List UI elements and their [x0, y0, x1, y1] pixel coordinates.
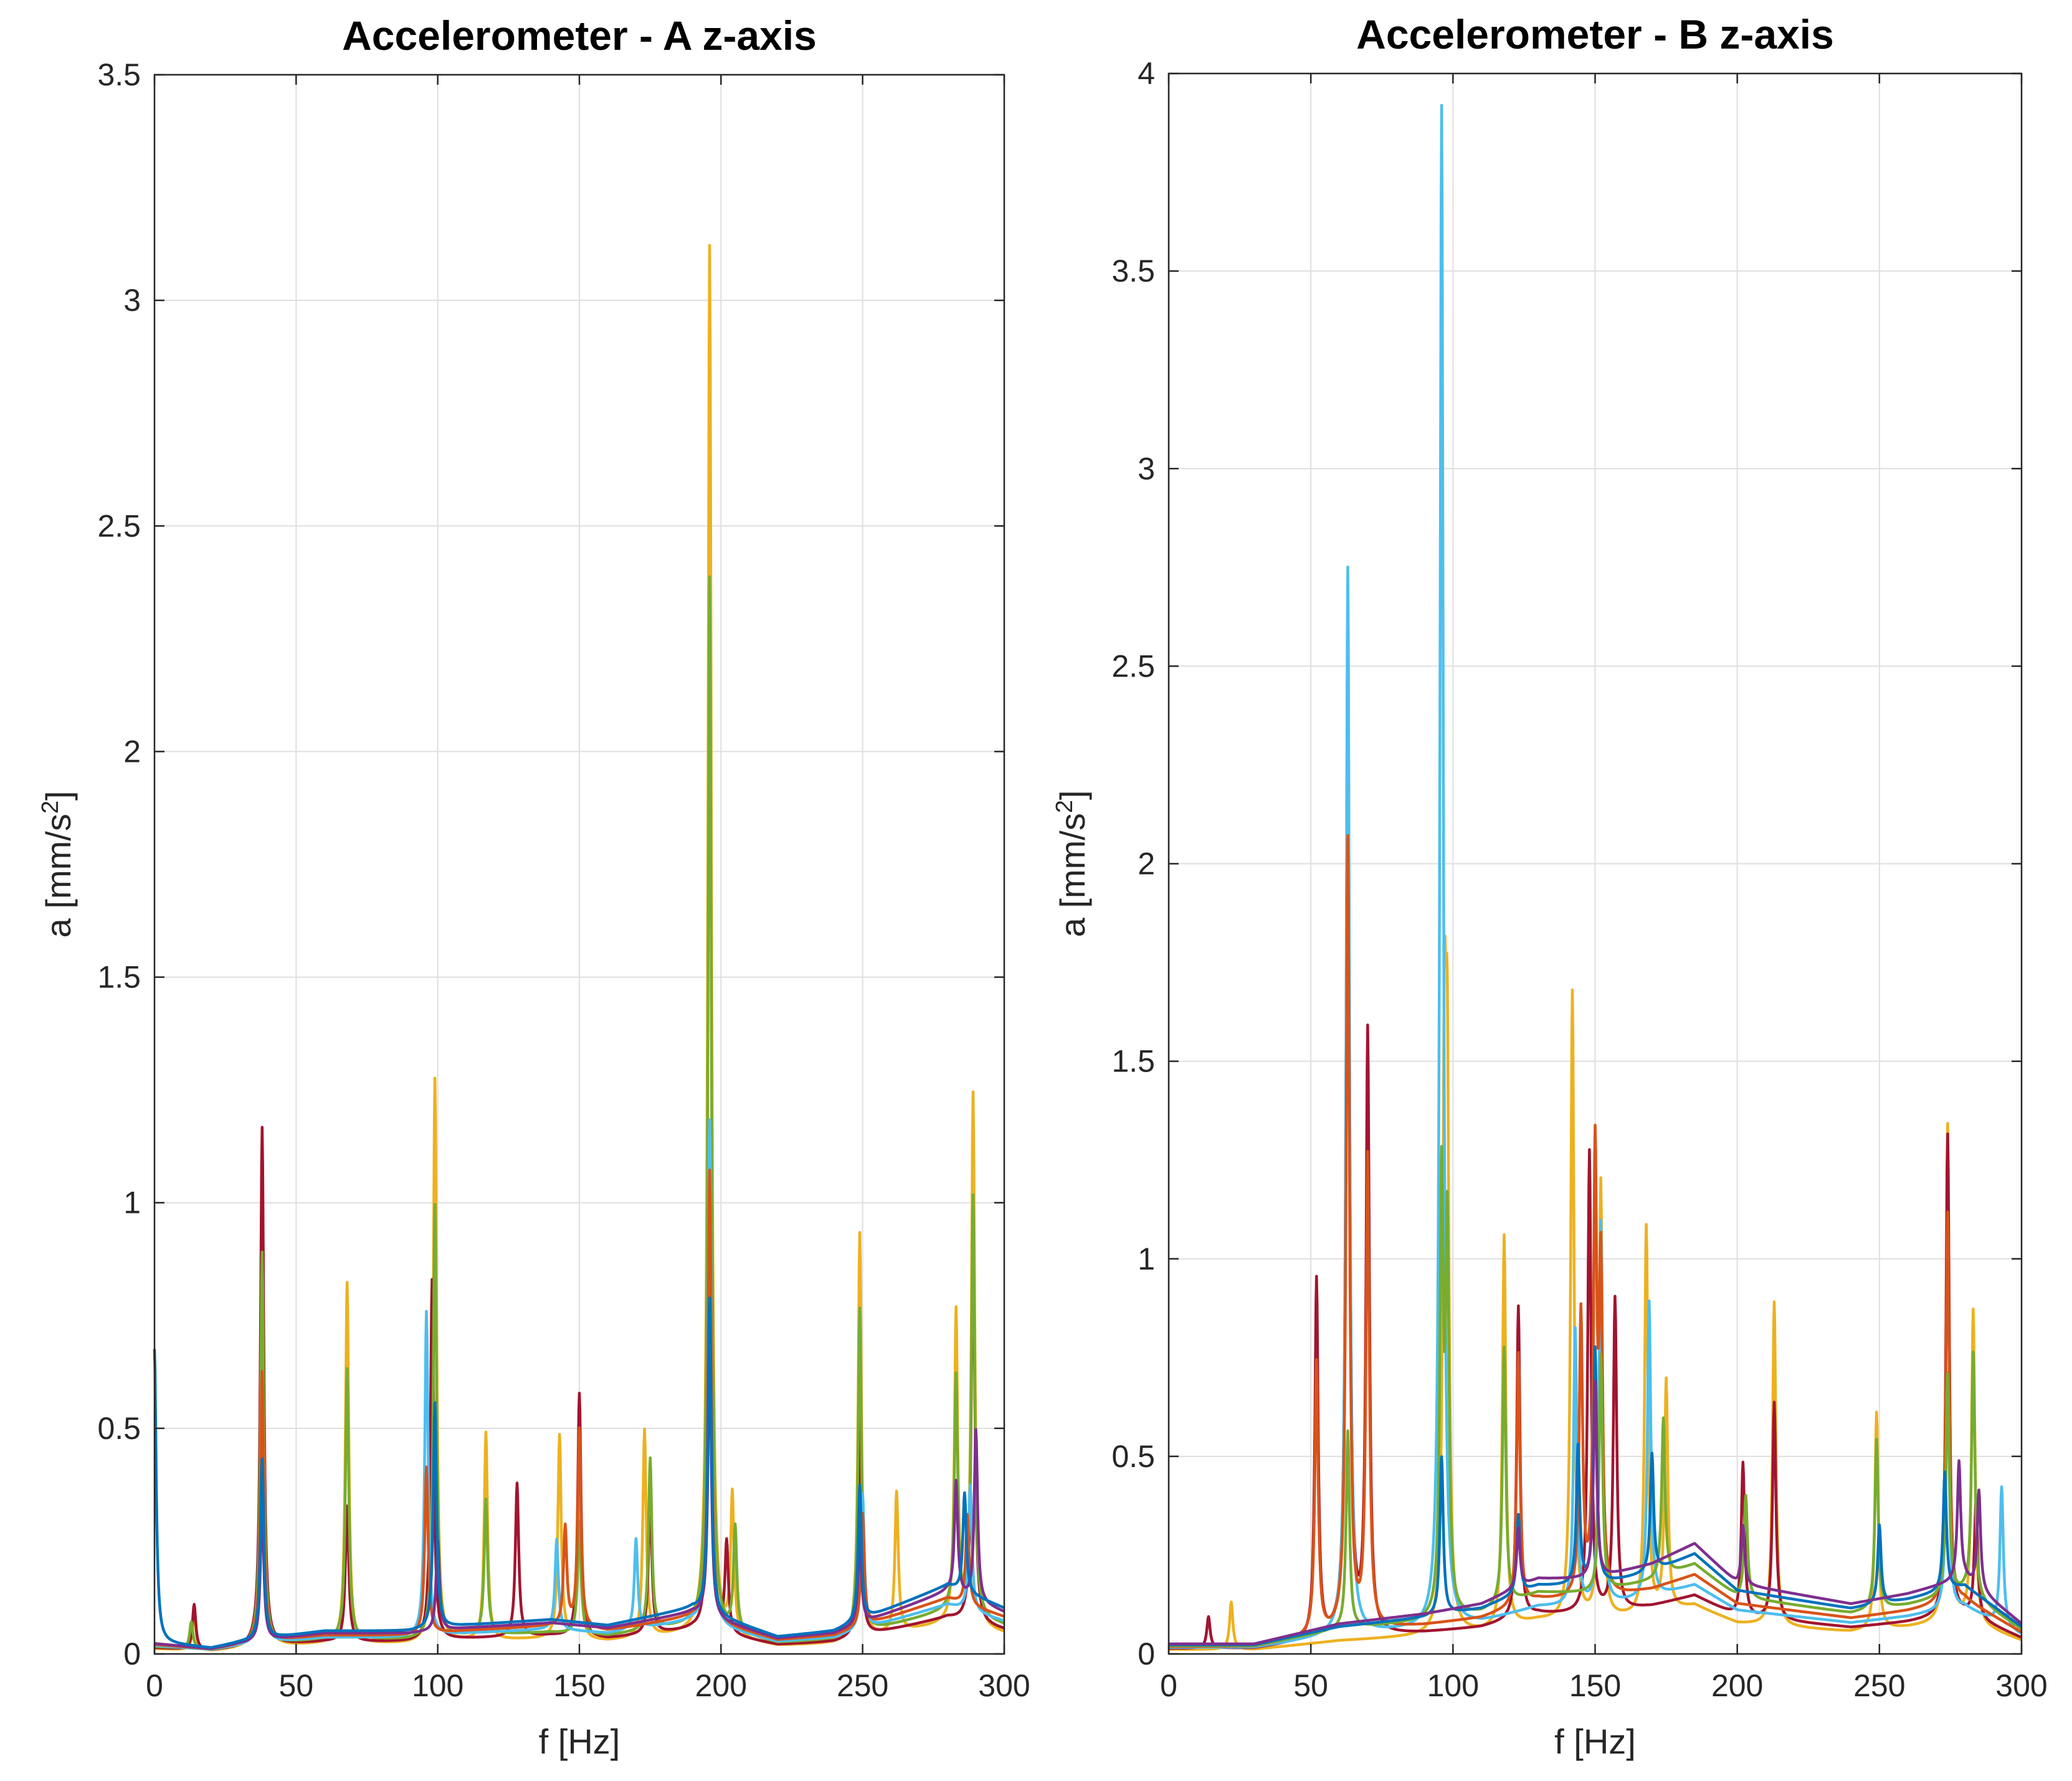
panel-b-ytick-label-0: 0 — [1138, 1636, 1155, 1671]
panel-a-xtick-label-0: 0 — [146, 1668, 163, 1703]
panel-a-xtick-label-250: 250 — [837, 1668, 888, 1703]
panel-b-ytick-label-0.5: 0.5 — [1111, 1439, 1155, 1474]
panel-b-series-line-6 — [1167, 1345, 2023, 1646]
panel-b-x-axis-label: f [Hz] — [1554, 1722, 1636, 1761]
panel-accelerometer-b: Accelerometer - B z-axis 0 50 100 150 200 250… — [1052, 11, 2048, 1761]
panel-b-xtick-label-100: 100 — [1427, 1668, 1479, 1703]
panel-a-xtick-label-100: 100 — [412, 1668, 463, 1703]
panel-a-ytick-label-3: 3 — [123, 283, 141, 318]
panel-b-xtick-label-150: 150 — [1569, 1668, 1621, 1703]
panel-b-series-line-7 — [1167, 1379, 2023, 1646]
panel-b-xtick-label-250: 250 — [1853, 1668, 1905, 1703]
panel-b-ytick-label-2.5: 2.5 — [1111, 648, 1155, 683]
panel-a-y-label-main: a [mm/s — [39, 814, 78, 938]
panel-a-xtick-label-200: 200 — [695, 1668, 747, 1703]
panel-b-ytick-label-2: 2 — [1138, 847, 1155, 881]
panel-a-grid — [154, 74, 1005, 1655]
panel-b-xtick-label-0: 0 — [1160, 1668, 1177, 1703]
panel-a-ytick-label-0: 0 — [123, 1636, 141, 1671]
panel-b-series-line-5 — [1167, 1145, 2023, 1648]
panel-a-ytick-label-2.5: 2.5 — [97, 508, 141, 543]
panel-b-series-line-4 — [1167, 834, 2023, 1648]
panel-b-y-label-sup: 2 — [1052, 800, 1078, 813]
panel-a-y-label-end: ] — [39, 791, 78, 801]
panel-a-ytick-label-1: 1 — [123, 1185, 141, 1220]
panel-a-ytick-label-1.5: 1.5 — [97, 960, 141, 995]
panel-b-ticks: 0 50 100 150 200 250 300 0 0.5 1 1.5 2 2.5 3 3.5 4 — [1111, 56, 2047, 1703]
panel-a-series-line-4 — [153, 1118, 1005, 1651]
panel-a-series-line-7 — [153, 1296, 1005, 1649]
panel-b-y-label-main: a [mm/s — [1053, 813, 1092, 937]
panel-a-ytick-label-0.5: 0.5 — [97, 1411, 141, 1446]
panel-a-x-axis-label: f [Hz] — [539, 1722, 620, 1761]
panel-b-series — [1167, 103, 2023, 1651]
panel-b-y-label-end: ] — [1053, 791, 1092, 800]
panel-a-xtick-label-150: 150 — [553, 1668, 605, 1703]
panel-b-xtick-label-200: 200 — [1711, 1668, 1763, 1703]
panel-a-y-axis-label: a [mm/s2] — [37, 791, 78, 938]
panel-a-title: Accelerometer - A z-axis — [342, 12, 817, 59]
panel-a-ytick-label-2: 2 — [123, 734, 141, 769]
panel-accelerometer-a: Accelerometer - A z-axis 0 50 100 150 200 250… — [37, 12, 1030, 1761]
panel-b-ytick-label-1: 1 — [1138, 1242, 1155, 1276]
panel-a-ticks: 0 50 100 150 200 250 300 0 0.5 1 1.5 2 2.5 3 3.5 — [97, 57, 1030, 1703]
panel-b-ytick-label-3.5: 3.5 — [1111, 254, 1155, 288]
panel-b-ytick-label-1.5: 1.5 — [1111, 1044, 1155, 1079]
panel-b-ytick-label-3: 3 — [1138, 451, 1155, 486]
panel-a-xtick-label-300: 300 — [978, 1668, 1030, 1703]
panel-b-title: Accelerometer - B z-axis — [1356, 11, 1834, 57]
panel-a-xtick-label-50: 50 — [279, 1668, 314, 1703]
panel-a-y-label-sup: 2 — [37, 800, 64, 814]
panel-b-ytick-label-4: 4 — [1138, 56, 1155, 91]
panel-a-ytick-label-3.5: 3.5 — [97, 57, 141, 92]
panel-b-y-axis-label: a [mm/s2] — [1052, 791, 1092, 938]
panel-b-xtick-label-300: 300 — [1995, 1668, 2047, 1703]
panel-b-xtick-label-50: 50 — [1293, 1668, 1328, 1703]
panel-a-series — [153, 244, 1005, 1651]
